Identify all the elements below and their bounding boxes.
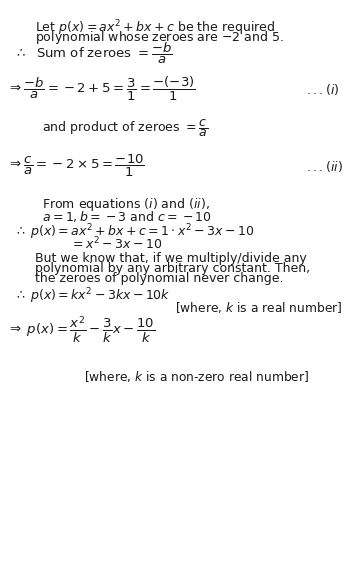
Text: [where, $k$ is a non-zero real number]: [where, $k$ is a non-zero real number]	[84, 369, 309, 384]
Text: $\Rightarrow \dfrac{-b}{a} = -2 + 5 = \dfrac{3}{1} = \dfrac{-(-3)}{1}$: $\Rightarrow \dfrac{-b}{a} = -2 + 5 = \d…	[7, 76, 196, 103]
Text: $= x^2 - 3x - 10$: $= x^2 - 3x - 10$	[70, 235, 162, 252]
Text: polynomial whose zeroes are $-2$ and 5.: polynomial whose zeroes are $-2$ and 5.	[35, 29, 284, 46]
Text: From equations $(i)$ and $(ii)$,: From equations $(i)$ and $(ii)$,	[42, 196, 210, 213]
Text: Let $p(x) = ax^2 + bx + c$ be the required: Let $p(x) = ax^2 + bx + c$ be the requir…	[35, 18, 275, 38]
Text: the zeroes of polynomial never change.: the zeroes of polynomial never change.	[35, 272, 284, 286]
Text: $\Rightarrow \dfrac{c}{a} = -2 \times 5 = \dfrac{-10}{1}$: $\Rightarrow \dfrac{c}{a} = -2 \times 5 …	[7, 153, 145, 179]
Text: $\therefore\; p(x) = ax^2 + bx + c = 1 \cdot x^2 - 3x - 10$: $\therefore\; p(x) = ax^2 + bx + c = 1 \…	[14, 223, 254, 242]
Text: $...(i)$: $...(i)$	[306, 82, 340, 97]
Text: $\therefore$  Sum of zeroes $= \dfrac{-b}{a}$: $\therefore$ Sum of zeroes $= \dfrac{-b}…	[14, 40, 173, 66]
Text: $...(ii)$: $...(ii)$	[306, 159, 343, 174]
Text: But we know that, if we multiply/divide any: But we know that, if we multiply/divide …	[35, 252, 307, 265]
Text: [where, $k$ is a real number]: [where, $k$ is a real number]	[175, 300, 343, 315]
Text: and product of zeroes $= \dfrac{c}{a}$: and product of zeroes $= \dfrac{c}{a}$	[42, 117, 208, 139]
Text: $a = 1, b = -3$ and $c = -10$: $a = 1, b = -3$ and $c = -10$	[42, 209, 212, 224]
Text: $\Rightarrow\; p(x) = \dfrac{x^2}{k} - \dfrac{3}{k}x - \dfrac{10}{k}$: $\Rightarrow\; p(x) = \dfrac{x^2}{k} - \…	[7, 314, 155, 346]
Text: $\therefore\; p(x) = kx^2 - 3kx - 10k$: $\therefore\; p(x) = kx^2 - 3kx - 10k$	[14, 286, 170, 306]
Text: polynomial by any arbitrary constant. Then,: polynomial by any arbitrary constant. Th…	[35, 262, 310, 275]
